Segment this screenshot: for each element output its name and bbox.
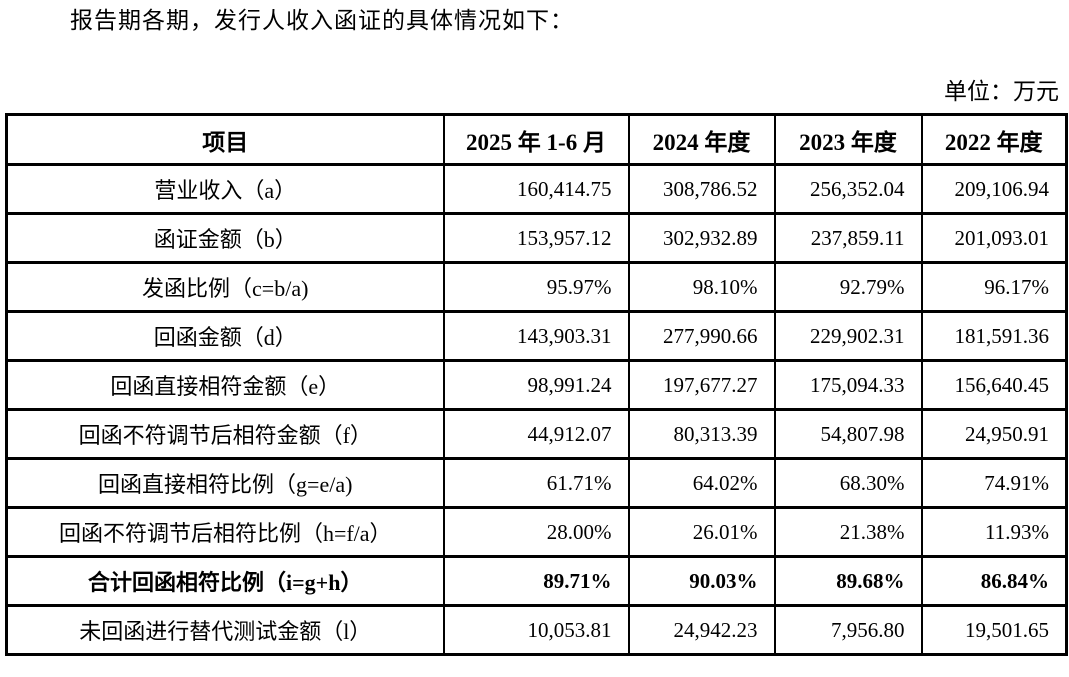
row-value-2023: 229,902.31: [773, 310, 923, 362]
column-header-2022: 2022 年度: [920, 113, 1068, 166]
row-value-2022: 181,591.36: [920, 310, 1068, 362]
row-value-2024: 80,313.39: [627, 408, 776, 460]
row-value-2024: 302,932.89: [627, 212, 776, 264]
row-value-2024: 24,942.23: [627, 604, 776, 656]
column-header-item: 项目: [5, 113, 445, 166]
row-value-2023: 68.30%: [773, 457, 923, 509]
table-row: 回函直接相符金额（e） 98,991.24 197,677.27 175,094…: [5, 359, 1068, 411]
row-value-2022: 201,093.01: [920, 212, 1068, 264]
row-value-2023: 237,859.11: [773, 212, 923, 264]
row-label: 发函比例（c=b/a): [5, 261, 445, 313]
row-value-2024: 197,677.27: [627, 359, 776, 411]
table-row: 回函金额（d） 143,903.31 277,990.66 229,902.31…: [5, 310, 1068, 362]
table-row: 合计回函相符比例（i=g+h） 89.71% 90.03% 89.68% 86.…: [5, 555, 1068, 607]
column-header-2023: 2023 年度: [773, 113, 923, 166]
row-value-2022: 209,106.94: [920, 163, 1068, 215]
table-header-row: 项目 2025 年 1-6 月 2024 年度 2023 年度 2022 年度: [5, 113, 1068, 166]
row-value-2022: 11.93%: [920, 506, 1068, 558]
row-value-2023: 89.68%: [773, 555, 923, 607]
table-row: 发函比例（c=b/a) 95.97% 98.10% 92.79% 96.17%: [5, 261, 1068, 313]
row-value-2022: 96.17%: [920, 261, 1068, 313]
row-value-2022: 74.91%: [920, 457, 1068, 509]
row-value-2023: 92.79%: [773, 261, 923, 313]
intro-text: 报告期各期，发行人收入函证的具体情况如下：: [70, 8, 574, 33]
row-value-2023: 256,352.04: [773, 163, 923, 215]
row-label: 营业收入（a）: [5, 163, 445, 215]
row-label: 合计回函相符比例（i=g+h）: [5, 555, 445, 607]
row-label: 回函金额（d）: [5, 310, 445, 362]
revenue-confirmation-table: 项目 2025 年 1-6 月 2024 年度 2023 年度 2022 年度 …: [5, 113, 1068, 656]
row-value-2022: 86.84%: [920, 555, 1068, 607]
row-value-2023: 7,956.80: [773, 604, 923, 656]
row-value-2025h1: 143,903.31: [442, 310, 630, 362]
unit-label: 单位：万元: [944, 79, 1059, 104]
column-header-2025h1: 2025 年 1-6 月: [442, 113, 630, 166]
row-label: 回函直接相符金额（e）: [5, 359, 445, 411]
row-value-2024: 277,990.66: [627, 310, 776, 362]
row-value-2025h1: 160,414.75: [442, 163, 630, 215]
row-value-2025h1: 95.97%: [442, 261, 630, 313]
row-value-2022: 24,950.91: [920, 408, 1068, 460]
row-label: 回函直接相符比例（g=e/a): [5, 457, 445, 509]
row-label: 函证金额（b）: [5, 212, 445, 264]
row-value-2022: 19,501.65: [920, 604, 1068, 656]
row-value-2024: 64.02%: [627, 457, 776, 509]
row-label: 回函不符调节后相符金额（f）: [5, 408, 445, 460]
row-value-2025h1: 28.00%: [442, 506, 630, 558]
row-value-2025h1: 61.71%: [442, 457, 630, 509]
row-value-2023: 21.38%: [773, 506, 923, 558]
row-value-2025h1: 10,053.81: [442, 604, 630, 656]
row-value-2025h1: 44,912.07: [442, 408, 630, 460]
row-value-2025h1: 153,957.12: [442, 212, 630, 264]
table-row: 回函直接相符比例（g=e/a) 61.71% 64.02% 68.30% 74.…: [5, 457, 1068, 509]
row-label: 回函不符调节后相符比例（h=f/a）: [5, 506, 445, 558]
row-value-2024: 26.01%: [627, 506, 776, 558]
table-row: 函证金额（b） 153,957.12 302,932.89 237,859.11…: [5, 212, 1068, 264]
row-value-2022: 156,640.45: [920, 359, 1068, 411]
table-row: 回函不符调节后相符比例（h=f/a） 28.00% 26.01% 21.38% …: [5, 506, 1068, 558]
column-header-2024: 2024 年度: [627, 113, 776, 166]
row-value-2023: 54,807.98: [773, 408, 923, 460]
table-row: 营业收入（a） 160,414.75 308,786.52 256,352.04…: [5, 163, 1068, 215]
row-value-2025h1: 98,991.24: [442, 359, 630, 411]
table-row: 回函不符调节后相符金额（f） 44,912.07 80,313.39 54,80…: [5, 408, 1068, 460]
row-value-2024: 90.03%: [627, 555, 776, 607]
row-value-2024: 308,786.52: [627, 163, 776, 215]
row-value-2024: 98.10%: [627, 261, 776, 313]
table-row: 未回函进行替代测试金额（l） 10,053.81 24,942.23 7,956…: [5, 604, 1068, 656]
row-value-2025h1: 89.71%: [442, 555, 630, 607]
row-label: 未回函进行替代测试金额（l）: [5, 604, 445, 656]
row-value-2023: 175,094.33: [773, 359, 923, 411]
